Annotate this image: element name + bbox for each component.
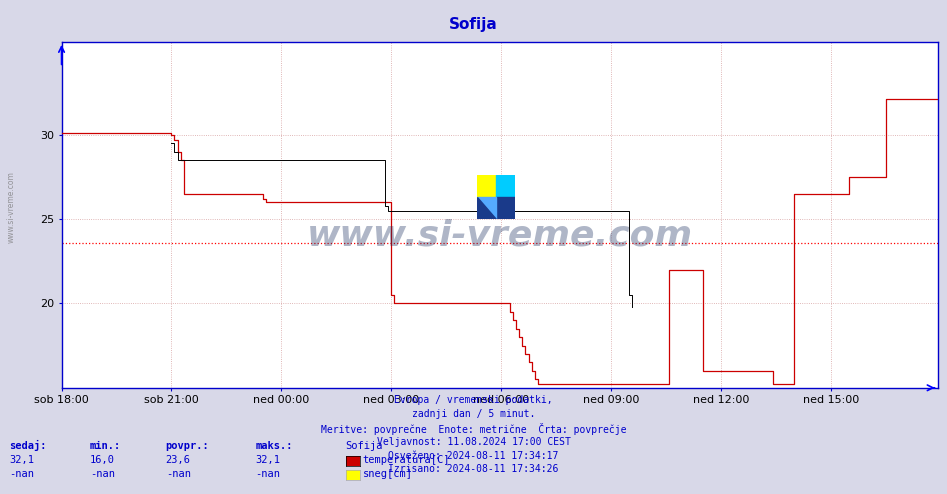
Bar [496, 197, 515, 219]
Text: Veljavnost: 11.08.2024 17:00 CEST: Veljavnost: 11.08.2024 17:00 CEST [377, 437, 570, 447]
Text: Osveženo: 2024-08-11 17:34:17: Osveženo: 2024-08-11 17:34:17 [388, 451, 559, 460]
Polygon shape [477, 197, 496, 219]
Text: Izrisano: 2024-08-11 17:34:26: Izrisano: 2024-08-11 17:34:26 [388, 464, 559, 474]
Text: 23,6: 23,6 [166, 455, 190, 465]
Text: Meritve: povprečne  Enote: metrične  Črta: povprečje: Meritve: povprečne Enote: metrične Črta:… [321, 423, 626, 435]
Text: Sofija: Sofija [449, 17, 498, 32]
Text: -nan: -nan [256, 469, 280, 479]
Text: temperatura[C]: temperatura[C] [363, 455, 450, 465]
Text: -nan: -nan [166, 469, 190, 479]
Text: 32,1: 32,1 [9, 455, 34, 465]
Text: Evropa / vremenski podatki,: Evropa / vremenski podatki, [394, 395, 553, 405]
Text: www.si-vreme.com: www.si-vreme.com [307, 219, 692, 252]
Text: -nan: -nan [90, 469, 115, 479]
Text: maks.:: maks.: [256, 441, 294, 451]
Polygon shape [477, 197, 496, 219]
Text: povpr.:: povpr.: [166, 441, 209, 451]
Bar [477, 175, 496, 197]
Text: www.si-vreme.com: www.si-vreme.com [7, 171, 16, 244]
Bar [496, 175, 515, 197]
Text: -nan: -nan [9, 469, 34, 479]
Text: min.:: min.: [90, 441, 121, 451]
Text: Sofija: Sofija [346, 441, 384, 451]
Text: zadnji dan / 5 minut.: zadnji dan / 5 minut. [412, 409, 535, 419]
Text: sedaj:: sedaj: [9, 440, 47, 451]
Text: 16,0: 16,0 [90, 455, 115, 465]
Text: 32,1: 32,1 [256, 455, 280, 465]
Text: sneg[cm]: sneg[cm] [363, 469, 413, 479]
